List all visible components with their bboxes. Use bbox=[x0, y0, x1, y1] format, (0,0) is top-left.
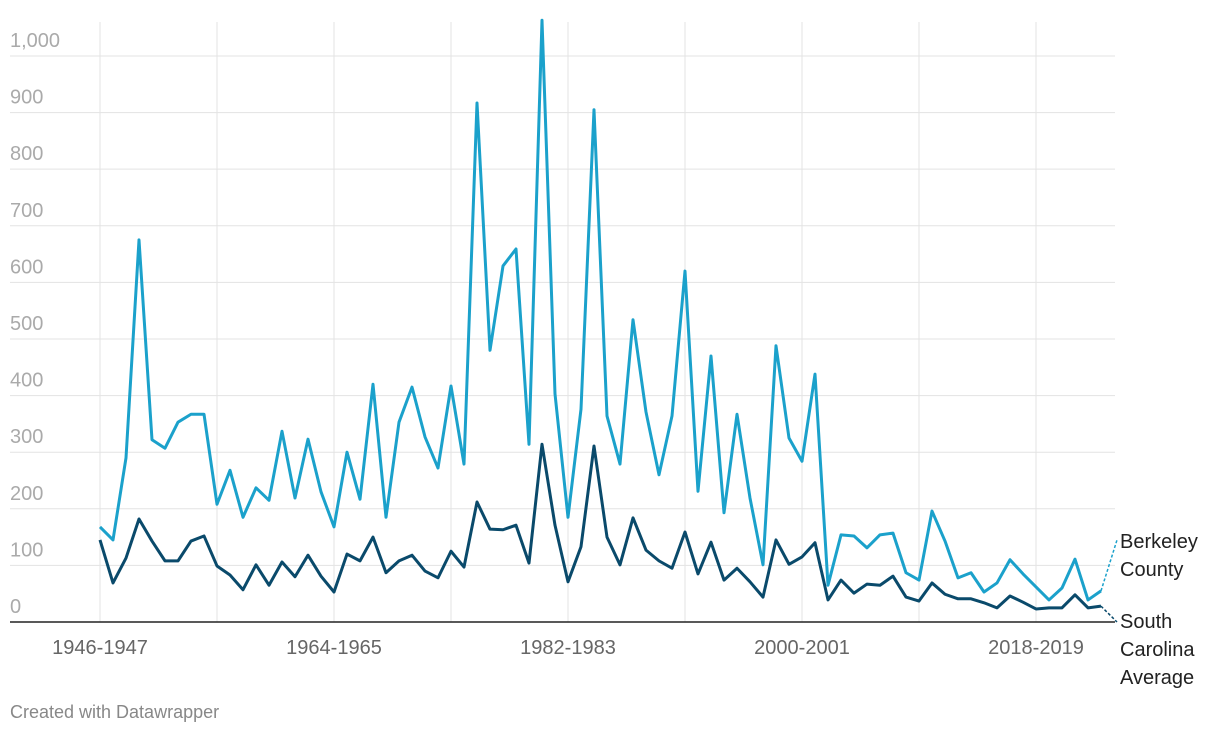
y-tick-label: 0 bbox=[10, 596, 21, 618]
y-tick-label: 900 bbox=[10, 87, 43, 109]
y-tick-label: 700 bbox=[10, 200, 43, 222]
footer: Created with Datawrapper bbox=[10, 702, 220, 722]
y-tick-label: 300 bbox=[10, 426, 43, 448]
x-tick-label: 1946-1947 bbox=[52, 637, 148, 659]
x-tick-label: 2000-2001 bbox=[754, 637, 850, 659]
x-tick-label: 1982-1983 bbox=[520, 637, 616, 659]
y-tick-label: 600 bbox=[10, 256, 43, 278]
x-tick-label: 1964-1965 bbox=[286, 637, 382, 659]
series-label: South Carolina Average bbox=[1120, 611, 1195, 689]
x-tick-label: 2018-2019 bbox=[988, 637, 1084, 659]
y-tick-label: 400 bbox=[10, 370, 43, 392]
y-tick-label: 500 bbox=[10, 313, 43, 335]
series-line bbox=[98, 18, 1102, 602]
series-label: Berkeley County bbox=[1120, 531, 1198, 581]
y-tick-label: 1,000 bbox=[10, 30, 60, 52]
label-connector bbox=[1100, 539, 1118, 592]
label-connector bbox=[1100, 605, 1118, 623]
y-tick-label: 200 bbox=[10, 483, 43, 505]
y-tick-label: 100 bbox=[10, 539, 43, 561]
series-line bbox=[98, 442, 1102, 611]
y-tick-label: 800 bbox=[10, 143, 43, 165]
